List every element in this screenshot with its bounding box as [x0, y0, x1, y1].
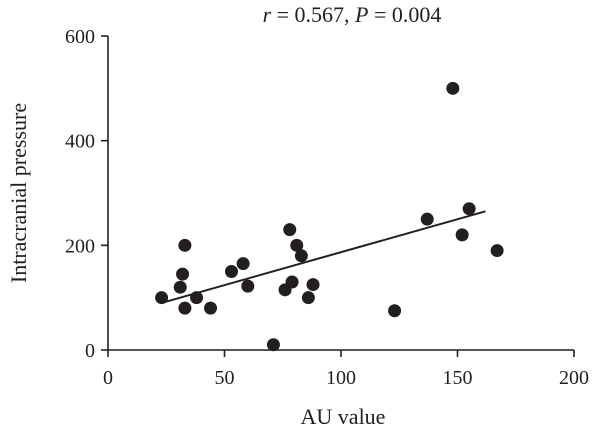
data-point [306, 278, 320, 292]
data-point [241, 279, 255, 293]
x-tick-label: 100 [326, 367, 356, 389]
title-p-value: = 0.004 [369, 2, 442, 27]
trend-line-group [161, 210, 486, 304]
data-point [266, 338, 280, 352]
y-tick-label: 400 [65, 131, 95, 153]
data-point [490, 244, 504, 258]
trend-line [161, 210, 486, 304]
data-point [155, 291, 169, 305]
x-axis-label: AU value [301, 404, 386, 429]
x-tick-label: 50 [215, 367, 235, 389]
x-tick-label: 150 [443, 367, 473, 389]
y-tick-label: 600 [65, 26, 95, 48]
y-axis-label: Intracranial pressure [6, 103, 31, 283]
title-r-symbol: r [263, 2, 272, 27]
title-p-symbol: P [354, 2, 368, 27]
data-point [301, 291, 315, 305]
y-axis-ticks: 0 200 400 600 [65, 26, 108, 362]
data-point [388, 304, 402, 318]
chart-title: r = 0.567, P = 0.004 [263, 2, 442, 27]
data-point [462, 202, 476, 216]
data-point [178, 238, 192, 252]
data-point [283, 223, 297, 237]
data-point [224, 265, 238, 278]
data-point [178, 301, 192, 315]
data-point [236, 257, 250, 271]
data-point [290, 238, 304, 252]
title-r-value: = 0.567, [271, 2, 355, 27]
axes [107, 36, 574, 351]
x-tick-label: 0 [103, 367, 113, 389]
data-point [294, 249, 308, 263]
data-point [420, 212, 434, 226]
data-point [204, 301, 218, 315]
data-points [155, 81, 504, 352]
y-tick-label: 0 [85, 340, 95, 362]
data-point [455, 228, 469, 242]
y-tick-label: 200 [65, 235, 95, 257]
x-axis-ticks: 0 50 100 150 200 [103, 350, 589, 389]
x-tick-label: 200 [559, 367, 589, 389]
data-point [285, 275, 299, 289]
data-point [173, 280, 187, 294]
data-point [190, 291, 204, 305]
data-point [176, 267, 190, 281]
data-point [446, 81, 460, 95]
